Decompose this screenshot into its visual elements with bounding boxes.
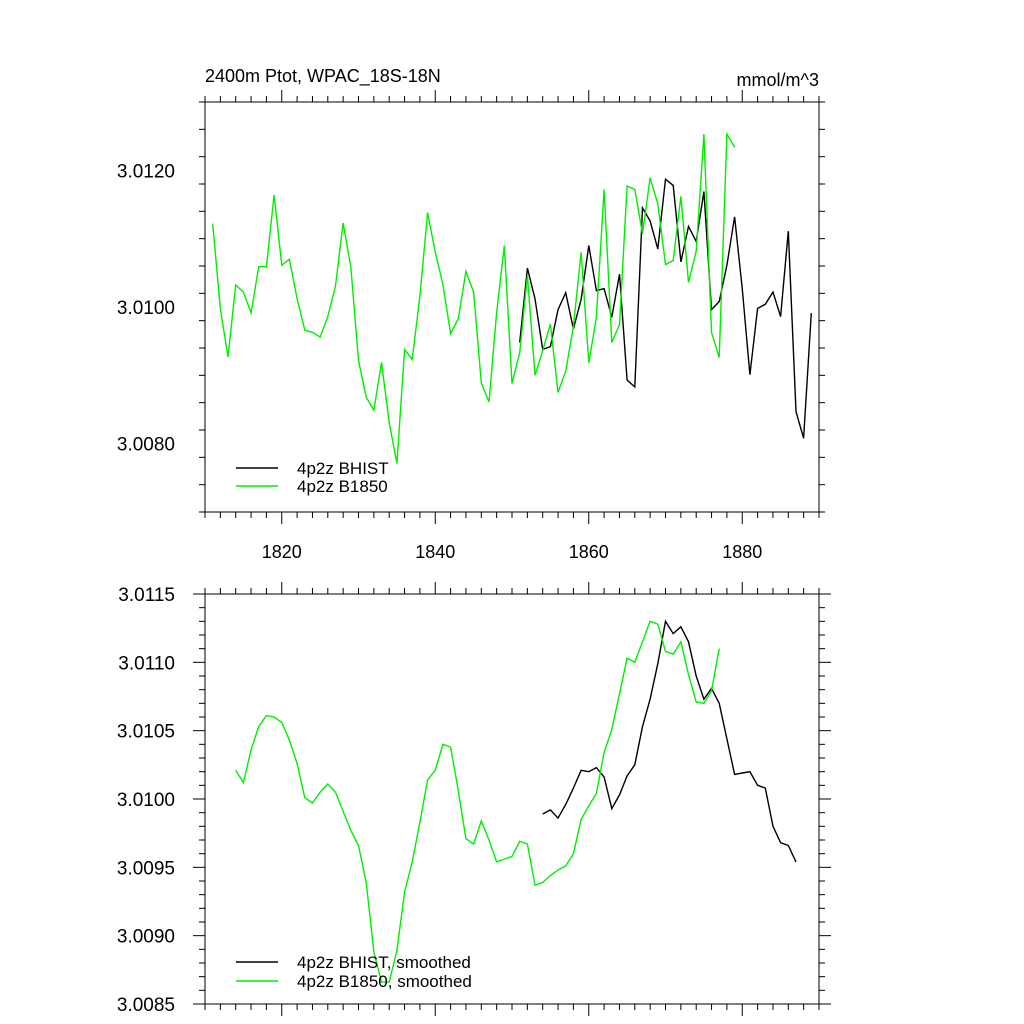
x-tick-label: 1840 (415, 542, 455, 562)
chart-units: mmol/m^3 (737, 70, 819, 90)
series-line-b1850 (212, 131, 736, 464)
y-tick-label: 3.0110 (118, 653, 175, 674)
series-line-bhist (519, 177, 812, 439)
y-tick-label: 3.0080 (117, 435, 175, 456)
legend-label: 4p2z BHIST, smoothed (297, 953, 471, 972)
y-tick-label: 3.0100 (117, 790, 175, 811)
y-tick-label: 3.0095 (117, 858, 175, 879)
y-tick-label: 3.0090 (117, 927, 175, 948)
legend-label: 4p2z B1850, smoothed (297, 972, 472, 991)
legend-label: 4p2z B1850 (297, 477, 388, 496)
y-tick-label: 3.0115 (118, 585, 175, 606)
y-tick-label: 3.0105 (117, 722, 175, 743)
chart-panel-1: 1820 1840 1860 1880 3.0080 3.0100 3.0120 2400m … (117, 66, 825, 562)
chart-title: 2400m Ptot, WPAC_18S-18N (205, 66, 441, 87)
y-tick-label: 3.0100 (117, 298, 175, 319)
plot-frame (204, 593, 820, 1005)
x-tick-label: 1880 (722, 542, 762, 562)
chart-panel-2: 3.0085 3.0090 3.0095 3.0100 3.0105 3.0110 3.01… (117, 582, 831, 1016)
x-tick-label: 1820 (262, 542, 302, 562)
y-tick-label: 3.0120 (117, 161, 175, 182)
series-line-b1850 (235, 620, 720, 983)
plot-frame (204, 101, 820, 513)
y-tick-label: 3.0085 (117, 995, 175, 1016)
series-line-bhist (542, 619, 797, 863)
x-tick-label: 1860 (569, 542, 609, 562)
legend-label: 4p2z BHIST (297, 459, 389, 478)
